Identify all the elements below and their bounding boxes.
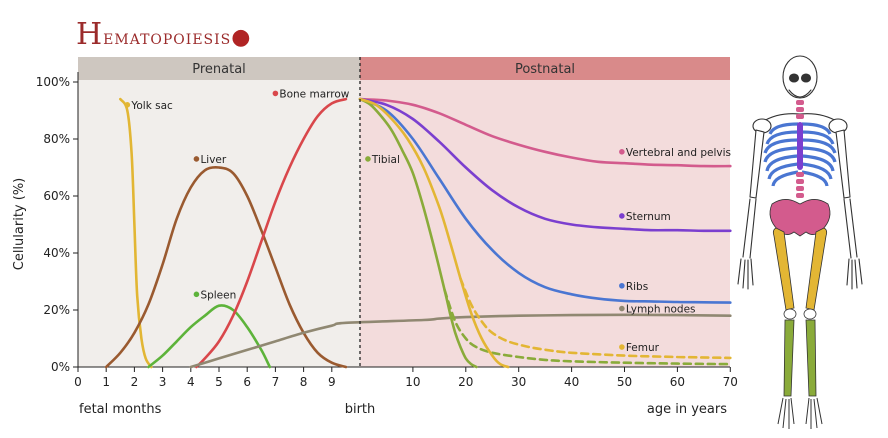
series-line-bone_marrow [195,97,348,369]
x-tick-label: 4 [187,375,195,389]
label-layer: Yolk sac Liver Spleen Bone marrow Tibial Vert… [124,88,731,354]
series-label-lymph_nodes: Lymph nodes [626,304,696,316]
postnatal-band [360,57,730,80]
x-tick-label: 0 [74,375,82,389]
hematopoiesis-chart: Prenatal Postnatal 0% 20% 40% 60% 80% 100% 0 1… [12,57,738,417]
x-tick-label: 70 [723,375,738,389]
right-knee [803,308,817,320]
x-tick-label: 3 [159,375,167,389]
series-label-dot-liver [193,156,200,162]
series-label-spleen: Spleen [200,289,236,301]
series-line-sternum [358,97,732,233]
y-tick-label: 80% [43,132,70,146]
series-label-dot-femur [619,344,625,350]
series-label-dot-vertebral_pelvis [619,149,625,155]
x-tick-label: 10 [405,375,420,389]
right-forearm [843,198,858,259]
x-tick-label: 6 [243,375,251,389]
page-title: Hematopoiesis● [76,14,251,52]
title-dot: ● [231,25,252,50]
y-axis: 0% 20% 40% 60% 80% 100% [36,72,79,374]
series-line-femur [358,97,510,369]
right-tibia [805,319,817,397]
x-tick-label: 9 [328,375,336,389]
series-label-liver: Liver [200,154,226,166]
y-tick-label: 60% [43,189,70,203]
left-tibia [783,319,795,397]
series-label-ribs: Ribs [626,281,648,293]
ribs [763,122,837,187]
x-axis-label-years: age in years [647,402,727,417]
left-knee [783,308,797,320]
jaw [788,89,812,98]
y-tick-label: 0% [51,360,70,374]
series-line-ribs [358,97,732,304]
right-femur [805,227,828,311]
x-tick-label: 30 [511,375,526,389]
title-rest: ematopoiesis [103,25,232,49]
x-tick-label: 2 [131,375,139,389]
x-tick-label: 50 [617,375,632,389]
right-eye-socket [800,73,812,83]
prenatal-band [78,57,360,80]
right-hand [846,258,863,290]
prenatal-band-label: Prenatal [192,62,246,77]
right-humerus [835,129,851,199]
y-tick-label: 20% [43,303,70,317]
left-eye-socket [788,73,800,83]
skull [782,55,818,99]
x-tick-label: 5 [215,375,223,389]
x-axis: 0 1 2 3 4 5 6 7 8 9 10 20 30 40 50 60 70 [74,366,738,389]
series-label-bone_marrow: Bone marrow [279,88,349,100]
left-foot [777,397,795,429]
series-line-yolk_sac [119,97,153,369]
x-tick-label: 20 [458,375,473,389]
x-axis-label-fetal: fetal months [79,402,162,417]
series-label-tibial: Tibial [371,154,400,166]
series-label-dot-lymph_nodes [619,305,625,312]
series-line-tibial-dashed [443,288,732,366]
title-initial: H [76,17,104,52]
series-label-dot-ribs [619,282,625,289]
series-line-liver [104,165,348,369]
series-label-dot-yolk_sac [124,102,131,108]
x-tick-label: 40 [564,375,579,389]
x-tick-label: 60 [670,375,685,389]
left-humerus [749,129,765,199]
y-tick-label: 100% [36,75,70,89]
series-line-femur-dashed [459,277,732,360]
vertebral-column [796,100,804,198]
series-label-vertebral_pelvis: Vertebral and pelvis [626,147,731,159]
series-label-dot-spleen [193,291,200,298]
y-tick-label: 40% [43,246,70,260]
x-tick-label: 8 [300,375,308,389]
left-forearm [742,198,757,259]
postnatal-band-label: Postnatal [515,62,575,77]
left-hand [737,258,754,290]
right-foot [805,397,823,429]
prenatal-background [78,80,360,367]
series-label-sternum: Sternum [626,211,671,223]
series-layer [104,97,732,369]
series-label-dot-tibial [365,156,371,162]
left-femur [772,227,795,311]
series-label-femur: Femur [626,342,660,354]
series-label-dot-bone_marrow [272,90,279,97]
x-tick-label: 1 [102,375,110,389]
series-line-spleen [147,304,272,369]
series-label-yolk_sac: Yolk sac [130,100,173,112]
y-axis-label: Cellularity (%) [12,178,27,271]
postnatal-background [360,80,730,367]
x-axis-label-birth: birth [345,402,376,417]
skeleton-illustration [737,55,863,429]
sternum [797,122,803,170]
x-tick-label: 7 [272,375,280,389]
series-line-lymph_nodes [189,313,732,369]
series-line-tibial [358,97,478,369]
series-label-dot-sternum [619,213,625,219]
series-line-vertebral_pelvis [358,97,732,168]
